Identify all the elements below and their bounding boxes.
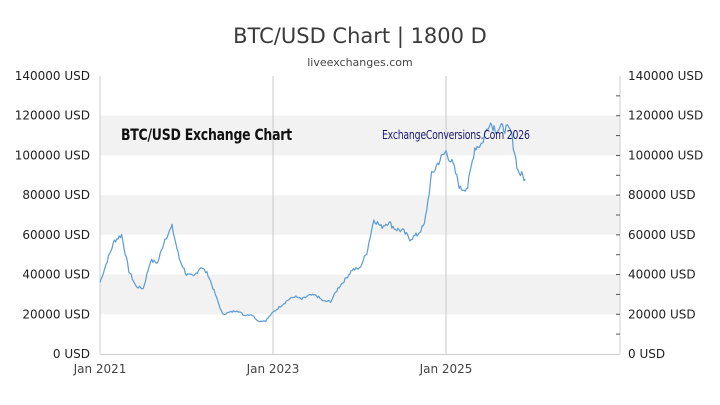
y-tick-label-left: 40000 USD [22,268,90,282]
x-tick-label: Jan 2023 [246,362,300,376]
vertical-gridlines [272,76,447,354]
y-tick-label-left: 140000 USD [15,69,90,83]
grid-band [100,195,620,235]
x-tick-label: Jan 2025 [419,362,473,376]
chart-subtitle: liveexchanges.com [307,56,413,69]
chart-title: BTC/USD Chart | 1800 D [233,24,487,48]
y-axis-labels-right: 0 USD 20000 USD 40000 USD 60000 USD 80000 US… [628,69,703,361]
y-tick-label-right: 20000 USD [628,307,696,321]
y-tick-label-right: 140000 USD [628,69,703,83]
y-tick-label-left: 60000 USD [22,228,90,242]
y-tick-label-right: 80000 USD [628,188,696,202]
y-tick-label-right: 0 USD [628,347,665,361]
grid-band [100,274,620,315]
y-tick-label-left: 0 USD [53,347,90,361]
y-tick-label-left: 20000 USD [22,307,90,321]
y-tick-label-right: 60000 USD [628,228,696,242]
x-tick-label: Jan 2021 [73,362,127,376]
watermark-site-label: ExchangeConversions.Com 2026 [382,128,530,142]
y-tick-label-left: 80000 USD [22,188,90,202]
right-axis-ticks [616,95,620,335]
y-tick-label-left: 100000 USD [15,148,90,162]
price-line [99,122,526,323]
y-tick-label-right: 40000 USD [628,268,696,282]
y-tick-label-right: 100000 USD [628,148,703,162]
grid-band [100,115,620,156]
watermark-chart-label: BTC/USD Exchange Chart [121,125,292,144]
y-tick-label-left: 120000 USD [15,109,90,123]
x-axis-labels: Jan 2021 Jan 2023 Jan 2025 [73,362,473,376]
y-tick-label-right: 120000 USD [628,109,703,123]
grid-bands [100,115,620,315]
y-axis-labels-left: 0 USD 20000 USD 40000 USD 60000 USD 80000 US… [15,69,90,361]
